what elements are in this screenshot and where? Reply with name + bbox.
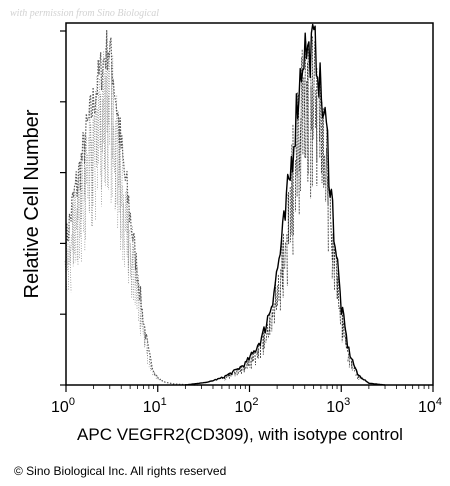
series-1 <box>185 23 386 386</box>
histogram-texture <box>273 303 276 324</box>
histogram-texture <box>256 349 259 359</box>
plot-frame <box>65 22 434 386</box>
histogram-texture <box>143 331 146 349</box>
histogram-texture <box>107 96 109 188</box>
histogram-texture <box>91 114 95 197</box>
histogram-texture <box>284 242 286 270</box>
histogram-texture <box>100 96 102 207</box>
histogram-texture <box>339 307 341 325</box>
histogram-texture <box>103 73 106 170</box>
histogram-texture <box>101 100 104 191</box>
histogram-texture <box>243 366 247 371</box>
histogram-texture <box>76 188 79 231</box>
histogram-texture <box>254 351 257 366</box>
histogram-texture <box>275 283 278 310</box>
watermark: with permission from Sino Biological <box>10 8 160 19</box>
histogram-texture <box>129 243 133 295</box>
histogram-texture <box>81 157 84 233</box>
histogram-texture <box>126 196 129 275</box>
histogram-texture <box>69 227 72 293</box>
histogram-texture <box>148 358 151 368</box>
histogram-texture <box>335 251 338 299</box>
histogram-texture <box>104 77 107 188</box>
histogram-texture <box>265 329 268 343</box>
histogram-texture <box>146 340 148 354</box>
histogram-texture <box>251 353 254 362</box>
histogram-texture <box>129 230 132 279</box>
histogram-texture <box>330 222 333 261</box>
histogram-texture <box>331 233 334 280</box>
histogram-texture <box>225 375 228 380</box>
copyright-notice: © Sino Biological Inc. All rights reserv… <box>14 464 227 478</box>
histogram-texture <box>246 361 248 369</box>
histogram-texture <box>290 167 293 235</box>
histogram-texture <box>357 375 360 380</box>
x-tick-label-3: 103 <box>326 396 350 416</box>
x-tick-label-1: 101 <box>143 396 167 416</box>
histogram-texture <box>312 41 316 141</box>
histogram-texture <box>348 354 351 368</box>
histogram-texture <box>266 320 270 338</box>
histogram-texture <box>69 234 73 262</box>
histogram-texture <box>90 124 92 227</box>
histogram-texture <box>256 351 258 356</box>
histogram-texture <box>236 370 238 376</box>
histogram-texture <box>121 144 124 208</box>
vegfr2-curve <box>185 23 386 386</box>
histogram-texture <box>343 323 345 338</box>
histogram-texture <box>71 203 74 267</box>
histogram-texture <box>79 175 82 238</box>
histogram-texture <box>298 94 300 215</box>
histogram-texture <box>114 95 118 211</box>
y-axis-label: Relative Cell Number <box>21 109 43 298</box>
histogram-texture <box>89 112 92 171</box>
histogram-texture <box>134 269 137 287</box>
histogram-texture <box>351 360 353 371</box>
histogram-texture <box>136 267 139 303</box>
x-axis-label: APC VEGFR2(CD309), with isotype control <box>77 425 403 444</box>
histogram-texture <box>67 243 70 291</box>
histogram-texture <box>74 191 77 263</box>
y-axis <box>60 30 66 386</box>
series-layer <box>64 23 386 386</box>
histogram-texture <box>326 148 329 205</box>
histogram-texture <box>118 131 121 188</box>
histogram-texture <box>228 374 230 377</box>
histogram-texture <box>105 40 108 133</box>
histogram-texture <box>119 139 122 240</box>
histogram-texture <box>305 81 307 158</box>
histogram-texture <box>123 203 126 267</box>
histogram-texture <box>237 368 240 375</box>
histogram-texture <box>345 337 347 349</box>
histogram-texture <box>135 270 138 309</box>
x-axis: 100 101 102 103 104 <box>51 385 442 416</box>
histogram-texture <box>277 274 280 301</box>
histogram-texture <box>287 194 290 245</box>
histogram-texture <box>303 77 306 158</box>
histogram-texture <box>117 111 119 230</box>
histogram-texture <box>122 194 124 249</box>
histogram-texture <box>93 115 96 220</box>
histogram-texture <box>73 190 76 255</box>
histogram-texture <box>325 126 328 202</box>
histogram-texture <box>113 126 115 174</box>
histogram-texture <box>112 79 114 159</box>
histogram-texture <box>131 247 134 270</box>
series-0 <box>64 30 202 386</box>
histogram-texture <box>286 234 288 286</box>
histogram-texture <box>321 112 324 184</box>
x-tick-label-0: 100 <box>51 396 75 416</box>
histogram-texture <box>155 375 158 380</box>
histogram-texture <box>336 270 339 300</box>
histogram-texture <box>91 139 93 228</box>
histogram-texture <box>95 91 97 169</box>
histogram-texture <box>337 277 340 309</box>
x-tick-label-2: 102 <box>235 396 259 416</box>
isotype-control-curve <box>65 30 202 386</box>
histogram-texture <box>247 360 250 367</box>
histogram-texture <box>347 353 350 362</box>
x-tick-label-4: 104 <box>418 396 442 416</box>
histogram-texture <box>301 49 304 156</box>
